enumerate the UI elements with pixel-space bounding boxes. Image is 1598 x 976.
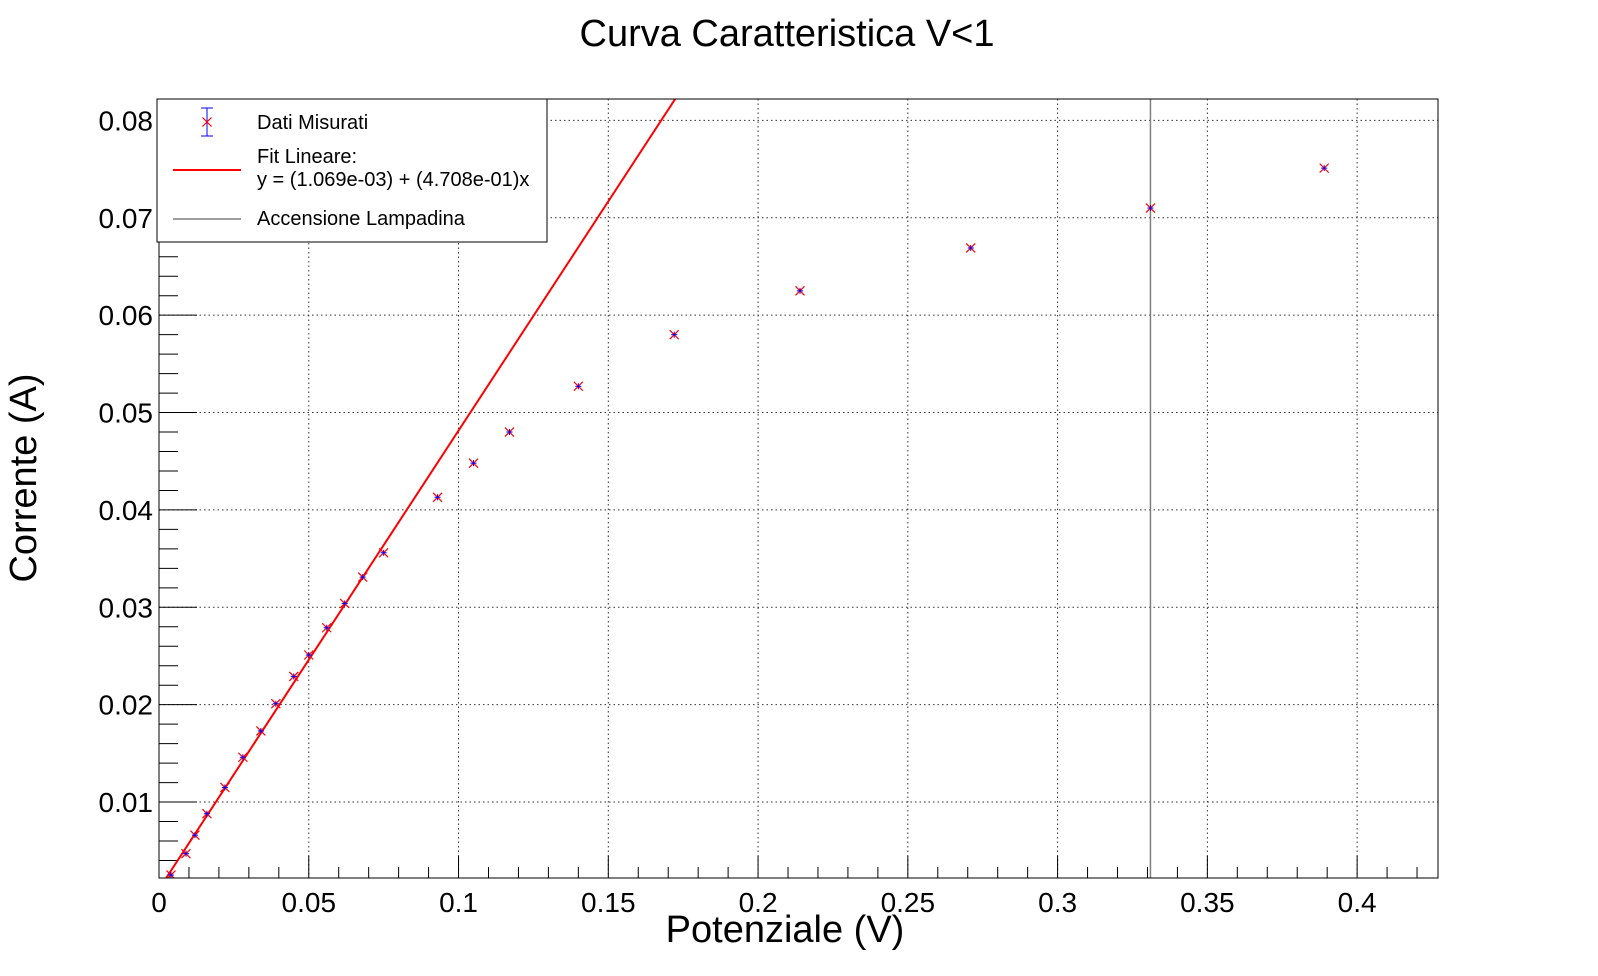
x-tick-label: 0.3 [1038,887,1077,918]
x-tick-label: 0.15 [581,887,636,918]
data-point [288,671,299,682]
legend-label-dati: Dati Misurati [257,112,368,134]
y-tick-label: 0.07 [99,203,154,234]
legend-marker-dati [201,107,213,137]
data-point [965,243,976,253]
legend: Dati Misurati Fit Lineare: y = (1.069e-0… [156,98,548,243]
data-point [202,808,212,819]
grid [159,99,1438,878]
fit-line [165,99,677,878]
data-point [339,598,350,609]
tick-labels: 0 0.05 0.1 0.15 0.2 0.25 0.3 0.35 0.4 0.01 0.02 0.0… [99,105,1377,918]
data-point [504,427,515,437]
data-point [181,848,191,859]
y-tick-label: 0.01 [99,787,154,818]
data-point [573,381,584,392]
data-point [190,830,200,841]
data-point [468,458,479,469]
x-tick-label: 0.1 [439,887,478,918]
data-point [321,622,332,633]
data-point [219,782,230,793]
x-tick-label: 0 [151,887,167,918]
axis-ticks [158,100,1418,878]
legend-label-fit: Fit Lineare: [257,146,357,168]
plot-frame [158,98,1439,879]
data-point [795,285,805,296]
chart-title: Curva Caratteristica V<1 [580,13,995,55]
plot-area [165,99,1330,878]
data-point [166,870,176,878]
y-tick-label: 0.04 [99,495,154,526]
y-tick-label: 0.05 [99,398,154,429]
data-point [270,698,281,709]
data-point [237,752,248,763]
y-axis-label: Corrente (A) [3,373,45,582]
data-point [669,329,680,340]
legend-label-accensione: Accensione Lampadina [257,208,466,230]
data-point [303,650,314,660]
data-point [1319,163,1330,174]
x-tick-label: 0.2 [739,887,778,918]
x-tick-label: 0.05 [282,887,337,918]
data-point [255,726,266,736]
data-point [378,547,389,558]
y-tick-label: 0.06 [99,300,154,331]
data-point [432,492,443,503]
x-axis-label: Potenziale (V) [666,909,905,951]
y-tick-label: 0.02 [99,690,154,721]
x-tick-label: 0.4 [1338,887,1377,918]
y-tick-label: 0.08 [99,105,154,136]
data-point [1145,203,1156,213]
legend-label-fit-equation: y = (1.069e-03) + (4.708e-01)x [257,169,529,191]
data-point [357,572,368,583]
x-tick-label: 0.35 [1180,887,1235,918]
x-tick-label: 0.25 [881,887,936,918]
y-tick-label: 0.03 [99,592,154,623]
